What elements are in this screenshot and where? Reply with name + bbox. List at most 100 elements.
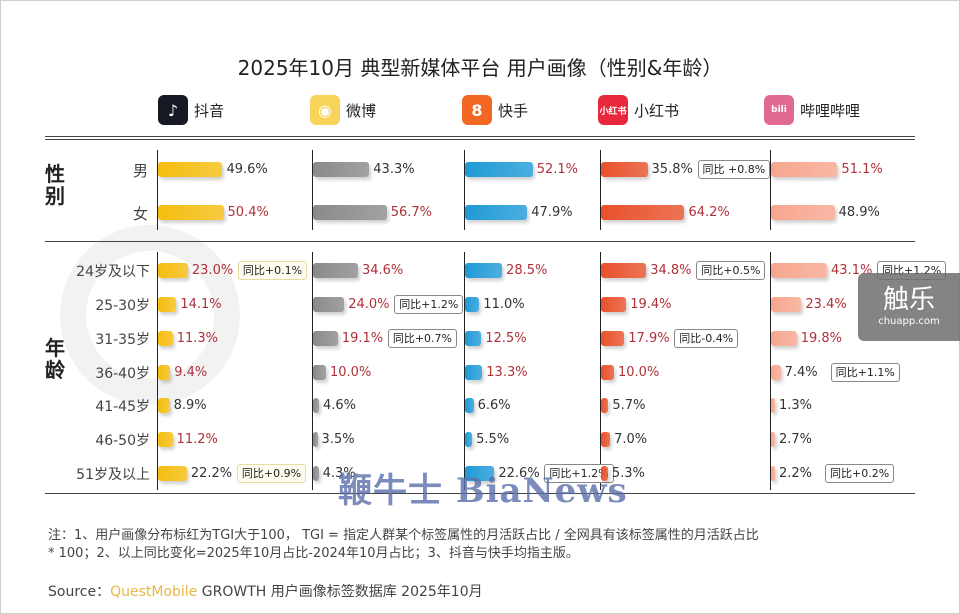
age-bar	[601, 398, 609, 413]
source-line: Source：QuestMobile GROWTH 用户画像标签数据库 2025…	[48, 581, 483, 601]
age-value-label: 2.7%	[779, 432, 813, 447]
age-value-label: 11.0%	[483, 297, 525, 312]
age-label-text: 年龄	[45, 336, 65, 382]
age-value-label: 3.5%	[321, 432, 355, 447]
gender-value-label: 64.2%	[688, 205, 730, 220]
age-value-label: 23.0%	[191, 263, 234, 278]
age-bar	[771, 263, 828, 278]
age-bar	[771, 297, 802, 312]
note-line-2: * 100；2、以上同比变化=2025年10月占比-2024年10月占比；3、抖…	[48, 546, 579, 561]
header-rule-bottom	[45, 139, 915, 140]
axis-line	[770, 150, 771, 230]
age-bar	[158, 297, 177, 312]
age-bar	[771, 331, 797, 346]
age-value-label: 19.1%	[341, 331, 384, 346]
age-bar	[313, 263, 358, 278]
platform-name: 抖音	[194, 101, 225, 120]
age-value-label: 9.4%	[174, 365, 208, 380]
axis-line	[464, 252, 465, 490]
age-value-label: 28.5%	[506, 263, 548, 278]
age-bar	[601, 466, 608, 481]
age-bar	[601, 432, 611, 447]
age-value-label: 34.8%	[650, 263, 692, 278]
age-value-label: 5.3%	[611, 466, 645, 481]
age-bar	[771, 398, 775, 413]
platform-name: 微博	[346, 101, 377, 120]
age-value-label: 6.6%	[477, 398, 511, 413]
gender-value-label: 49.6%	[226, 162, 268, 177]
gender-value-label: 48.9%	[838, 205, 880, 220]
bilibili-icon: bili	[764, 95, 794, 125]
age-bar	[158, 263, 188, 278]
yoy-badge: 同比 +0.8%	[697, 160, 771, 179]
age-value-label: 12.5%	[485, 331, 527, 346]
age-value-label: 19.4%	[630, 297, 672, 312]
age-bar	[771, 432, 775, 447]
age-value-label: 11.2%	[176, 432, 218, 447]
gender-value-label: 35.8%	[651, 162, 693, 177]
age-value-label: 4.6%	[322, 398, 356, 413]
gender-bar	[158, 205, 224, 220]
chuapp-watermark: 触乐 chuapp.com	[858, 273, 960, 341]
age-bar	[601, 331, 625, 346]
xiaohongshu-icon: 小红书	[598, 95, 628, 125]
age-bar	[465, 263, 503, 278]
age-bar	[465, 331, 482, 346]
gender-value-label: 47.9%	[531, 205, 573, 220]
age-value-label: 2.2%	[779, 466, 813, 481]
yoy-badge: 同比+0.1%	[237, 261, 308, 280]
age-value-label: 10.0%	[618, 365, 660, 380]
gender-label-text: 性别	[45, 162, 65, 208]
gender-value-label: 52.1%	[536, 162, 579, 177]
age-bar	[601, 297, 627, 312]
platform-name: 快手	[498, 101, 529, 120]
age-bar	[465, 466, 495, 481]
gender-value-label: 50.4%	[227, 205, 269, 220]
gender-bar	[771, 205, 835, 220]
gender-category-label: 女	[132, 205, 148, 223]
weibo-icon: ◉	[310, 95, 340, 125]
age-bar	[313, 466, 319, 481]
chuapp-logo-text: 触乐	[882, 285, 935, 315]
yoy-badge: 同比+0.5%	[696, 261, 766, 280]
platform-header: 8 快手	[462, 95, 528, 125]
bianews-watermark: 鞭牛士 BiaNews	[338, 471, 628, 511]
yoy-badge: 同比+1.2%	[394, 295, 464, 314]
age-category-label: 41-45岁	[95, 399, 150, 415]
age-category-label: 24岁及以下	[76, 264, 150, 280]
age-value-label: 7.4%	[784, 365, 818, 380]
axis-line	[312, 252, 313, 490]
platform-header: 小红书 小红书	[598, 95, 679, 125]
section-divider	[45, 241, 915, 242]
note-line-1: 注：1、用户画像分布标红为TGI大于100， TGI = 指定人群某个标签属性的…	[48, 528, 759, 543]
platform-header: ◉ 微博	[310, 95, 376, 125]
axis-line	[464, 150, 465, 230]
age-bar	[601, 365, 614, 380]
chuapp-url: chuapp.com	[878, 316, 940, 327]
source-brand: QuestMobile	[110, 584, 198, 600]
age-bar	[313, 432, 318, 447]
age-value-label: 17.9%	[628, 331, 670, 346]
age-bar	[158, 331, 173, 346]
age-bar	[465, 432, 473, 447]
yoy-badge: 同比-0.4%	[674, 329, 739, 348]
gender-category-label: 男	[132, 162, 148, 180]
age-value-label: 7.0%	[614, 432, 648, 447]
axis-line	[157, 252, 158, 490]
axis-line	[770, 252, 771, 490]
age-value-label: 4.3%	[322, 466, 356, 481]
gender-bar	[601, 162, 648, 177]
age-category-label: 25-30岁	[95, 298, 150, 314]
age-value-label: 34.6%	[361, 263, 404, 278]
age-value-label: 24.0%	[348, 297, 390, 312]
age-category-label: 31-35岁	[95, 332, 150, 348]
age-bar	[158, 365, 171, 380]
age-value-label: 14.1%	[180, 297, 222, 312]
age-value-label: 5.7%	[612, 398, 646, 413]
age-bar	[465, 365, 483, 380]
age-value-label: 22.6%	[498, 466, 540, 481]
age-value-label: 10.0%	[330, 365, 372, 380]
age-bar	[313, 297, 345, 312]
age-bar	[771, 365, 781, 380]
age-bar	[313, 331, 338, 346]
